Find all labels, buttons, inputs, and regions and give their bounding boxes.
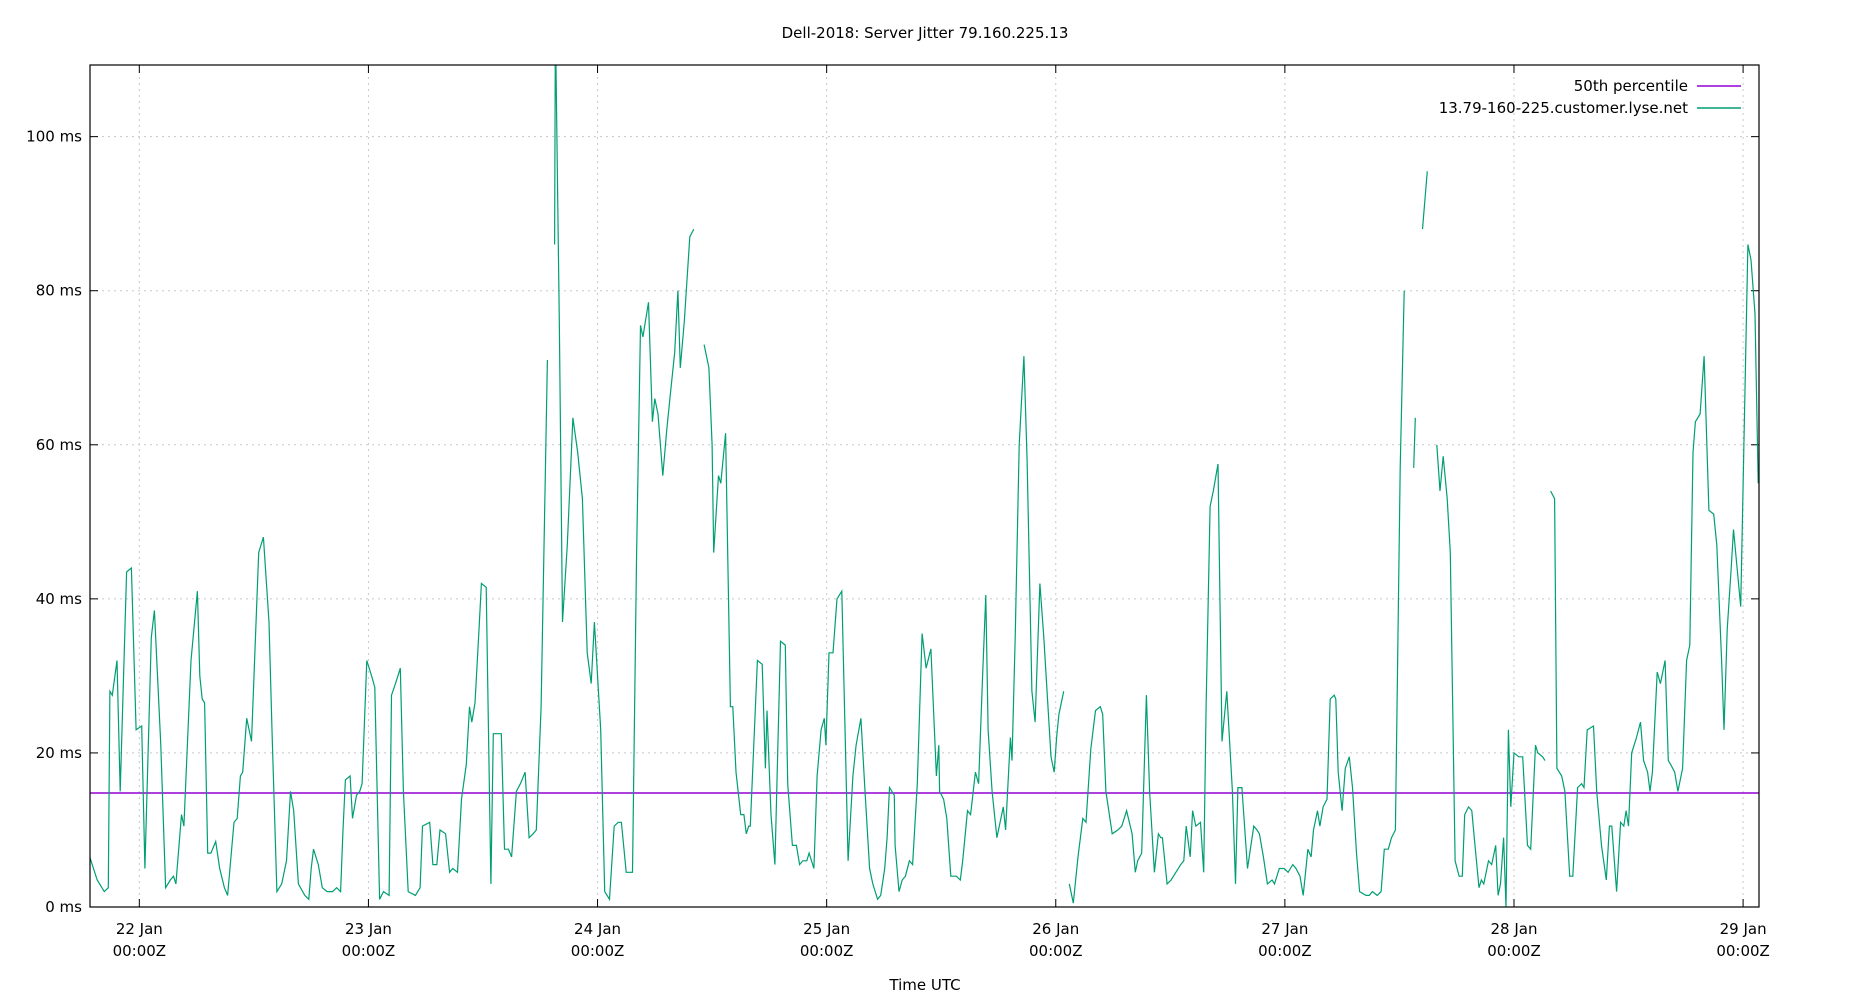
jitter-line-segment: [1436, 444, 1546, 907]
legend-label-host: 13.79-160-225.customer.lyse.net: [1439, 99, 1688, 117]
y-tick-label: 80 ms: [36, 282, 82, 300]
x-tick-label-time: 00:00Z: [800, 942, 854, 960]
x-tick-label-time: 00:00Z: [1487, 942, 1541, 960]
legend-label-median: 50th percentile: [1574, 77, 1688, 95]
x-axis-label: Time UTC: [888, 976, 960, 994]
chart-title: Dell-2018: Server Jitter 79.160.225.13: [782, 24, 1069, 42]
jitter-line-segment: [1550, 244, 1759, 892]
grid: [90, 65, 1759, 907]
x-tick-label-date: 23 Jan: [345, 920, 392, 938]
x-tick-label-time: 00:00Z: [113, 942, 167, 960]
y-tick-label: 0 ms: [45, 898, 82, 916]
jitter-line-segment: [90, 359, 548, 901]
series-layer: [90, 65, 1759, 907]
y-axis: 0 ms 20 ms 40 ms 60 ms 80 ms 100 ms: [26, 128, 1759, 916]
x-tick-label-time: 00:00Z: [342, 942, 396, 960]
x-tick-label-time: 00:00Z: [1029, 942, 1083, 960]
x-tick-label-date: 26 Jan: [1032, 920, 1079, 938]
x-tick-label-date: 29 Jan: [1720, 920, 1767, 938]
x-tick-label-time: 00:00Z: [571, 942, 625, 960]
x-tick-label-time: 00:00Z: [1716, 942, 1770, 960]
jitter-line-segment: [1068, 290, 1405, 904]
x-tick-label-time: 00:00Z: [1258, 942, 1312, 960]
x-tick-label-date: 27 Jan: [1261, 920, 1308, 938]
x-tick-label-date: 28 Jan: [1490, 920, 1537, 938]
jitter-line-segment: [1413, 417, 1416, 468]
x-tick-label-date: 25 Jan: [803, 920, 850, 938]
x-axis: 22 Jan 00:00Z 23 Jan 00:00Z 24 Jan 00:00Z 25 J…: [113, 65, 1770, 960]
y-tick-label: 100 ms: [26, 128, 82, 146]
plot-border: [89, 64, 1760, 908]
y-tick-label: 60 ms: [36, 436, 82, 454]
jitter-line-segment: [703, 344, 1065, 901]
x-tick-label-date: 24 Jan: [574, 920, 621, 938]
x-tick-label-date: 22 Jan: [116, 920, 163, 938]
jitter-line-segment: [1421, 171, 1428, 230]
y-tick-label: 40 ms: [36, 590, 82, 608]
jitter-line-segment: [553, 65, 695, 902]
legend: 50th percentile 13.79-160-225.customer.l…: [1439, 77, 1741, 117]
y-tick-label: 20 ms: [36, 744, 82, 762]
